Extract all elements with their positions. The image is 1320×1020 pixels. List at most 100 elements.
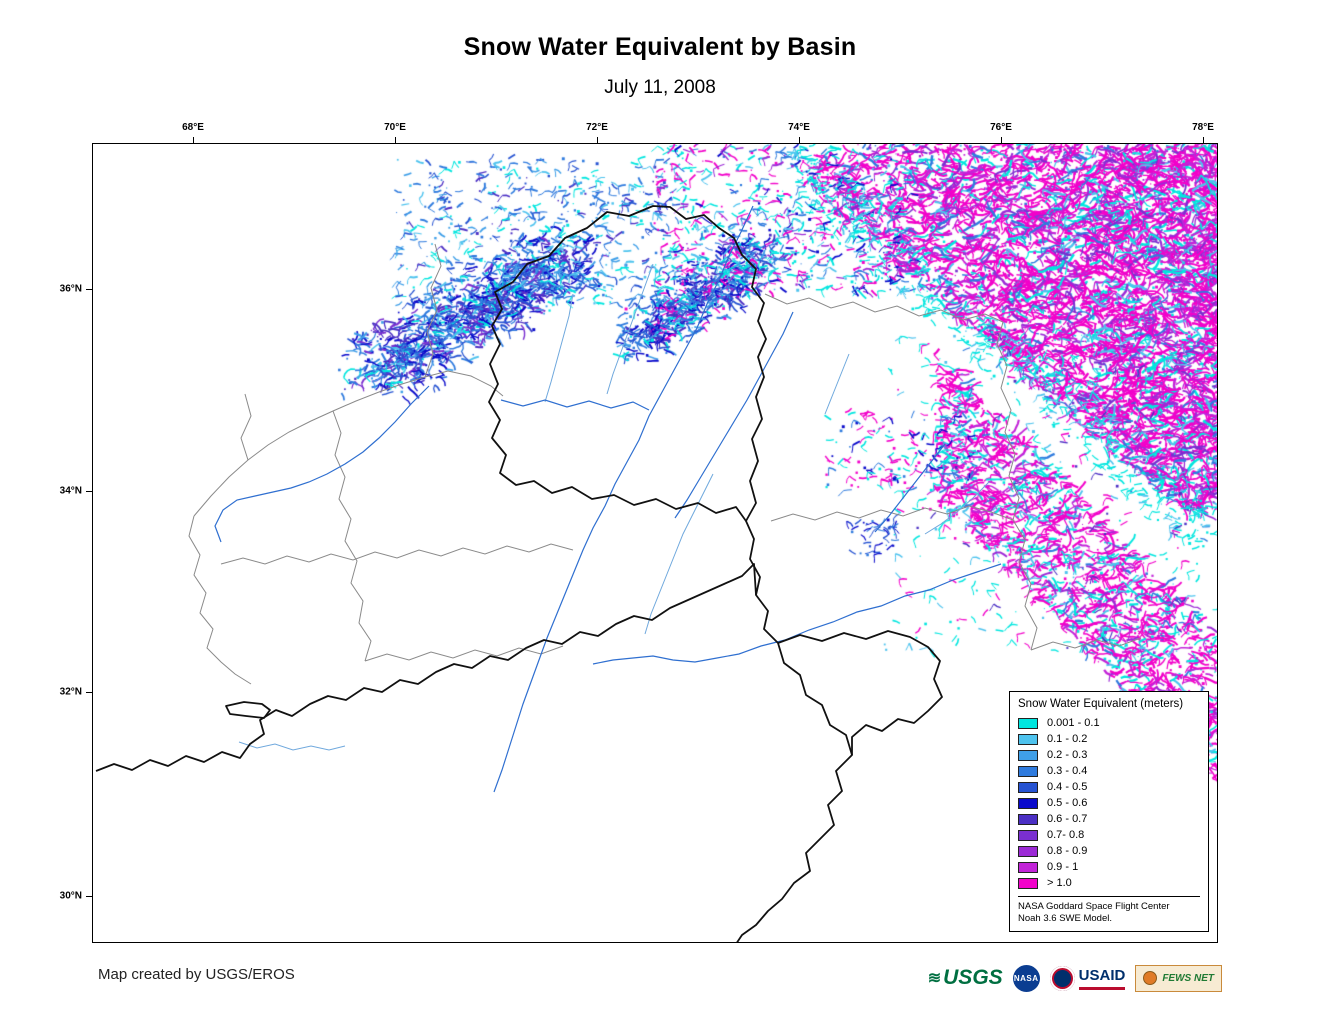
- usaid-seal-icon: [1049, 965, 1075, 991]
- legend-item: 0.8 - 0.9: [1018, 843, 1200, 859]
- subbasin-outlines: [188, 243, 1142, 685]
- legend-label: > 1.0: [1047, 877, 1072, 889]
- tick-mark: [86, 491, 92, 492]
- stream: [824, 353, 850, 415]
- legend-swatch: [1018, 717, 1038, 729]
- stream: [644, 473, 714, 635]
- legend-swatch: [1018, 749, 1038, 761]
- legend-item: 0.9 - 1: [1018, 859, 1200, 875]
- fews-net-logo-label: FEWS NET: [1162, 972, 1214, 984]
- nasa-logo: NASA: [1012, 964, 1040, 992]
- page-date: July 11, 2008: [604, 77, 716, 98]
- fews-globe-icon: [1143, 971, 1158, 985]
- legend-item: 0.4 - 0.5: [1018, 779, 1200, 795]
- subbasin-outline: [996, 321, 1020, 521]
- legend-label: 0.5 - 0.6: [1047, 797, 1088, 809]
- usgs-logo-label: USGS: [943, 966, 1003, 989]
- subbasin-outline: [220, 543, 574, 565]
- stream: [924, 481, 990, 535]
- subbasin-outline: [424, 243, 442, 378]
- usaid-red-bar: [1078, 986, 1126, 990]
- legend-swatch: [1018, 781, 1038, 793]
- basin-boundaries: [95, 205, 943, 942]
- river: [674, 311, 794, 519]
- usgs-logo: ≋ USGS: [928, 966, 1003, 990]
- river: [214, 385, 430, 543]
- legend-swatch: [1018, 733, 1038, 745]
- longitude-tick-label: 70°E: [384, 122, 406, 133]
- river: [500, 399, 650, 411]
- footer-logos: ≋ USGS NASA USAID FEWS NET: [928, 960, 1222, 996]
- legend-label: 0.9 - 1: [1047, 861, 1079, 873]
- subbasin-outline: [764, 293, 1004, 323]
- legend-item: > 1.0: [1018, 875, 1200, 891]
- longitude-tick-label: 68°E: [182, 122, 204, 133]
- legend-item: 0.1 - 0.2: [1018, 731, 1200, 747]
- legend-swatch: [1018, 861, 1038, 873]
- legend-swatch: [1018, 765, 1038, 777]
- longitude-tick-label: 78°E: [1192, 122, 1214, 133]
- legend-title: Snow Water Equivalent (meters): [1018, 698, 1184, 710]
- longitude-tick-label: 74°E: [788, 122, 810, 133]
- coastline: [95, 563, 757, 772]
- latitude-tick-label: 30°N: [59, 890, 82, 902]
- subbasin-outline: [240, 393, 252, 461]
- river: [592, 563, 1002, 665]
- usaid-logo-label: USAID: [1078, 966, 1126, 984]
- legend-swatch: [1018, 829, 1038, 841]
- legend-item: 0.001 - 0.1: [1018, 715, 1200, 731]
- tick-mark: [799, 137, 800, 143]
- legend-label: 0.7- 0.8: [1047, 829, 1085, 841]
- tick-mark: [1203, 137, 1204, 143]
- fews-net-logo: FEWS NET: [1135, 964, 1222, 992]
- usaid-logo: USAID: [1049, 965, 1126, 991]
- map-credit: Map created by USGS/EROS: [98, 966, 295, 983]
- latitude-tick-label: 32°N: [59, 686, 82, 698]
- tick-mark: [86, 896, 92, 897]
- stream: [544, 293, 574, 403]
- basin-lines-layer: [95, 205, 1142, 942]
- longitude-tick-label: 76°E: [990, 122, 1012, 133]
- subbasin-outline: [193, 370, 504, 517]
- legend-label: 0.1 - 0.2: [1047, 733, 1088, 745]
- rivers: [214, 205, 1002, 793]
- longitude-tick-label: 72°E: [586, 122, 608, 133]
- latitude-tick-label: 34°N: [59, 485, 82, 497]
- streams: [238, 263, 990, 751]
- tick-mark: [86, 692, 92, 693]
- legend-label: 0.8 - 0.9: [1047, 845, 1088, 857]
- tick-mark: [86, 289, 92, 290]
- map-frame: Snow Water Equivalent (meters) 0.001 - 0…: [92, 143, 1218, 943]
- legend-item: 0.5 - 0.6: [1018, 795, 1200, 811]
- legend-label: 0.3 - 0.4: [1047, 765, 1088, 777]
- stream: [238, 741, 346, 751]
- basin-boundary: [736, 520, 853, 942]
- legend-label: 0.001 - 0.1: [1047, 717, 1100, 729]
- legend-item: 0.6 - 0.7: [1018, 811, 1200, 827]
- subbasin-outline: [188, 515, 252, 685]
- legend-swatch: [1018, 813, 1038, 825]
- latitude-tick-label: 36°N: [59, 283, 82, 295]
- legend-swatch: [1018, 877, 1038, 889]
- legend-source-line1: NASA Goddard Space Flight Center: [1018, 901, 1170, 912]
- tick-mark: [193, 137, 194, 143]
- river: [493, 205, 754, 793]
- legend-swatch: [1018, 797, 1038, 809]
- tick-mark: [395, 137, 396, 143]
- basin-boundary: [488, 205, 767, 522]
- legend: Snow Water Equivalent (meters) 0.001 - 0…: [1009, 691, 1209, 932]
- subbasin-outline: [1030, 637, 1142, 651]
- legend-label: 0.6 - 0.7: [1047, 813, 1088, 825]
- page-title: Snow Water Equivalent by Basin: [463, 33, 857, 61]
- legend-item: 0.3 - 0.4: [1018, 763, 1200, 779]
- legend-source-note: NASA Goddard Space Flight Center Noah 3.…: [1018, 896, 1200, 926]
- subbasin-outline: [1012, 519, 1038, 651]
- tick-mark: [597, 137, 598, 143]
- legend-label: 0.2 - 0.3: [1047, 749, 1088, 761]
- river: [874, 443, 946, 533]
- tick-mark: [1001, 137, 1002, 143]
- subbasin-outline: [332, 410, 372, 662]
- stream: [606, 263, 654, 395]
- legend-items: 0.001 - 0.1 0.1 - 0.2 0.2 - 0.3 0.3 - 0.4 0.…: [1018, 715, 1200, 891]
